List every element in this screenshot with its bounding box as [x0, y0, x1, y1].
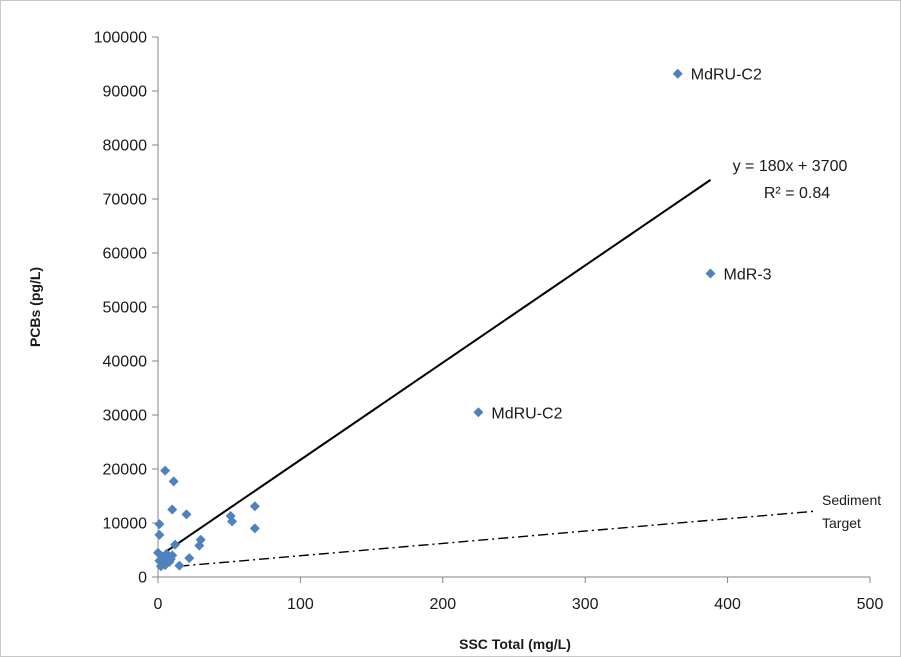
x-tick-label: 200 — [429, 596, 456, 613]
y-tick-label: 30000 — [103, 408, 148, 425]
y-tick-label: 40000 — [103, 354, 148, 371]
data-point — [249, 501, 260, 512]
data-points — [153, 68, 716, 572]
x-tick-label: 400 — [714, 596, 741, 613]
trendline-equation: y = 180x + 3700 — [733, 158, 848, 175]
data-point — [167, 504, 178, 515]
trendline-r-squared: R² = 0.84 — [764, 185, 830, 202]
y-tick-label: 60000 — [103, 246, 148, 263]
data-point — [249, 523, 260, 534]
point-labels: MdRU-C2 MdRU-C2 MdR-3 — [491, 67, 771, 423]
data-point — [195, 534, 206, 545]
x-axis-title: SSC Total (mg/L) — [459, 636, 571, 652]
x-tick-label: 0 — [154, 596, 163, 613]
x-tick-label: 100 — [287, 596, 314, 613]
data-point — [227, 516, 238, 527]
y-tick-label: 100000 — [94, 30, 147, 47]
y-tick-label: 50000 — [103, 300, 148, 317]
data-point — [174, 560, 185, 571]
data-point — [473, 407, 484, 418]
trendline — [157, 179, 712, 558]
data-point — [672, 68, 683, 79]
data-point — [184, 553, 195, 564]
tick-labels: 0 10000 20000 30000 40000 50000 60000 70000 8000… — [94, 30, 884, 614]
y-axis-title: PCBs (pg/L) — [27, 267, 43, 347]
sediment-target-line — [179, 510, 816, 567]
x-tick-label: 500 — [857, 596, 884, 613]
y-tick-label: 80000 — [103, 138, 148, 155]
data-point-label: MdR-3 — [724, 267, 772, 284]
data-point — [154, 529, 165, 540]
y-tick-label: 0 — [138, 570, 147, 587]
reference-line-label-line2: Target — [822, 515, 861, 531]
y-tick-label: 10000 — [103, 516, 148, 533]
data-point — [160, 465, 171, 476]
reference-line-label-line1: Sediment — [822, 492, 881, 508]
y-tick-label: 90000 — [103, 84, 148, 101]
data-point-label: MdRU-C2 — [491, 405, 562, 422]
plot-axes — [152, 36, 871, 583]
data-point — [154, 519, 165, 530]
y-tick-label: 70000 — [103, 192, 148, 209]
y-tick-label: 20000 — [103, 462, 148, 479]
data-point — [167, 550, 178, 561]
data-point-label: MdRU-C2 — [691, 67, 762, 84]
data-point — [168, 476, 179, 487]
line-layer — [157, 179, 816, 567]
x-tick-label: 300 — [572, 596, 599, 613]
data-point — [705, 268, 716, 279]
data-point — [181, 509, 192, 520]
data-point — [170, 539, 181, 550]
